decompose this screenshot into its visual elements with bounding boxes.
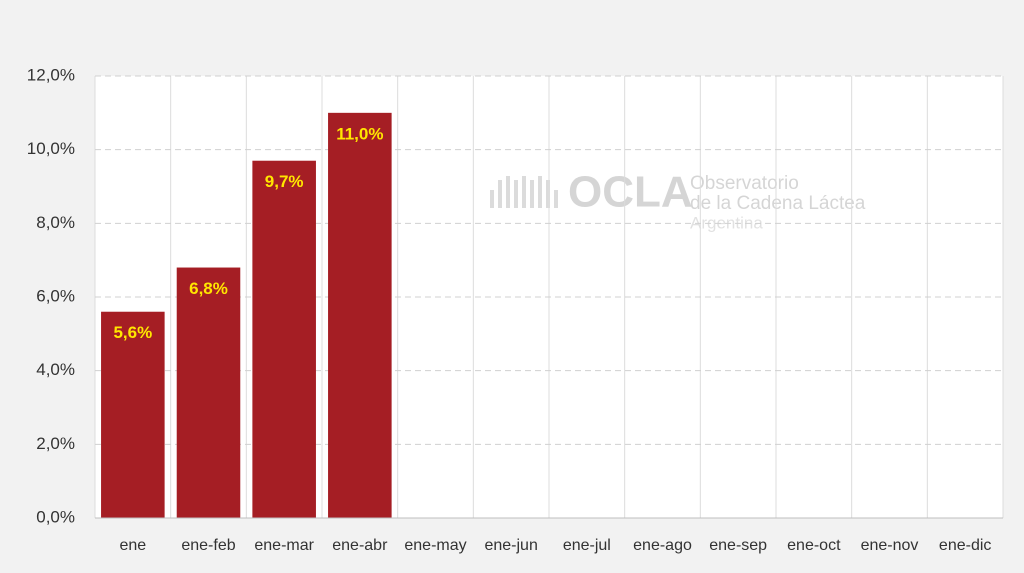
- x-tick-label: ene: [119, 537, 146, 554]
- bar: [328, 112, 392, 518]
- bar: [101, 311, 165, 518]
- watermark-icon: [490, 176, 558, 208]
- watermark-text: Observatorio: [690, 173, 799, 194]
- x-tick-label: ene-may: [404, 537, 466, 554]
- x-tick-label: ene-abr: [332, 537, 388, 554]
- y-tick-label: 2,0%: [36, 434, 75, 453]
- value-label: 6,8%: [189, 279, 228, 298]
- value-label: 9,7%: [265, 172, 304, 191]
- y-tick-label: 0,0%: [36, 507, 75, 526]
- x-tick-label: ene-jun: [484, 537, 537, 554]
- watermark-logo: OCLA: [568, 168, 693, 217]
- x-tick-label: ene-mar: [254, 537, 314, 554]
- value-label: 5,6%: [113, 323, 152, 342]
- x-tick-label: ene-dic: [939, 537, 991, 554]
- x-tick-label: ene-sep: [709, 537, 767, 554]
- y-tick-label: 12,0%: [27, 65, 75, 84]
- bar: [252, 160, 316, 518]
- y-tick-label: 4,0%: [36, 360, 75, 379]
- watermark-text: de la Cadena Láctea: [690, 193, 866, 214]
- y-tick-label: 10,0%: [27, 139, 75, 158]
- x-tick-label: ene-jul: [563, 537, 611, 554]
- bar: [176, 267, 241, 518]
- value-label: 11,0%: [336, 124, 383, 143]
- x-tick-label: ene-nov: [861, 537, 919, 554]
- x-tick-label: ene-ago: [633, 537, 692, 554]
- x-tick-label: ene-oct: [787, 537, 841, 554]
- y-tick-label: 8,0%: [36, 213, 75, 232]
- y-tick-label: 6,0%: [36, 286, 75, 305]
- x-tick-label: ene-feb: [181, 537, 235, 554]
